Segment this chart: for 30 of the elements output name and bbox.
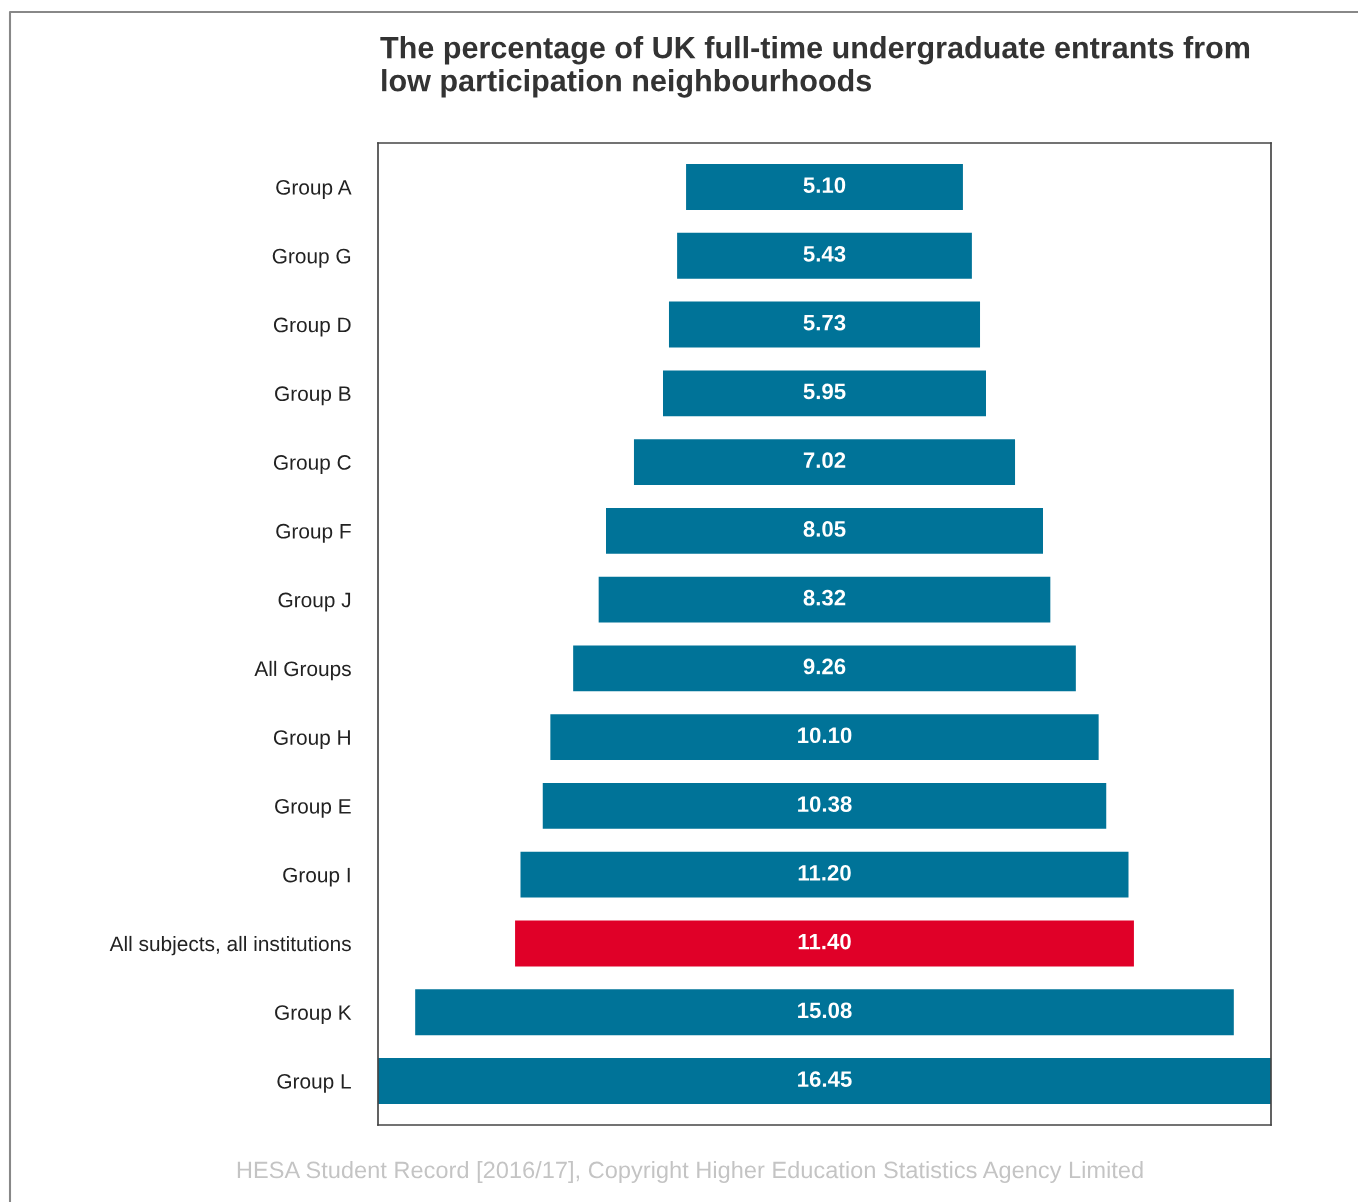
data-label: 7.02 — [803, 452, 846, 469]
data-label: 11.40 — [798, 933, 851, 950]
data-label: 10.10 — [798, 727, 852, 744]
category-label: Group C — [273, 455, 351, 474]
text: HESA Student Record [2016/17], Copyright Higher Education Statistics Agency Limited — [237, 1160, 1143, 1184]
category-label: Group D — [273, 317, 351, 337]
data-label: 5.73 — [803, 314, 846, 331]
category-label: Group H — [273, 730, 350, 750]
data-label: 8.32 — [803, 589, 846, 606]
category-label: All subjects, all institutions — [109, 935, 351, 956]
data-label: 15.08 — [798, 1002, 852, 1019]
data-label: 9.26 — [803, 658, 846, 675]
category-label: Group L — [277, 1073, 351, 1093]
data-label: 8.05 — [803, 521, 846, 537]
text: The percentage of UK full-time undergraduate entrants from low participation neighbourhoods — [380, 36, 1250, 98]
category-label: Group E — [275, 798, 351, 818]
category-label: Group I — [283, 867, 350, 887]
category-label: Group G — [272, 248, 351, 268]
category-label: Group F — [276, 523, 351, 543]
data-label: 16.45 — [798, 1071, 852, 1087]
category-label: All Groups — [254, 660, 351, 681]
category-label: Group B — [275, 386, 351, 406]
data-label: 11.20 — [798, 864, 851, 881]
category-label: Group J — [278, 592, 351, 612]
data-label: 5.43 — [803, 246, 846, 262]
data-label: 10.38 — [798, 796, 852, 812]
data-label: 5.95 — [803, 383, 846, 400]
category-label: Group K — [275, 1005, 352, 1025]
data-label: 5.10 — [803, 177, 846, 193]
category-label: Group A — [276, 180, 352, 199]
